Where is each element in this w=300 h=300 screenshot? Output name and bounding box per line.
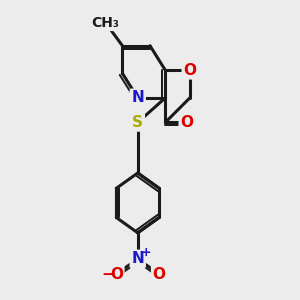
- Text: O: O: [180, 115, 193, 130]
- Text: CH₃: CH₃: [92, 16, 119, 30]
- Text: −: −: [101, 267, 114, 282]
- Text: O: O: [183, 63, 196, 78]
- Text: O: O: [153, 267, 166, 282]
- Text: N: N: [131, 251, 144, 266]
- Text: +: +: [141, 246, 152, 259]
- Text: O: O: [110, 267, 123, 282]
- Text: S: S: [132, 115, 143, 130]
- Text: N: N: [131, 90, 144, 105]
